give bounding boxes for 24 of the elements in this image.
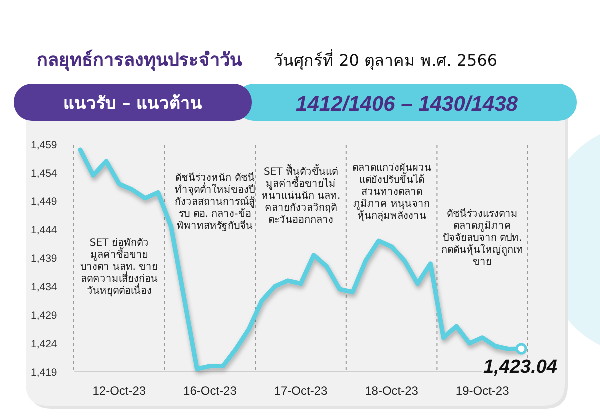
x-tick-label: 17-Oct-23 — [274, 384, 328, 398]
text: แนวรับ – แนวต้าน — [63, 94, 203, 114]
x-tick-label: 16-Oct-23 — [184, 384, 238, 398]
chart-title: กลยุทธ์การลงทุนประจำวัน — [37, 49, 243, 72]
y-tick-label: 1,429 — [31, 310, 58, 322]
annotation: SET ย่อพักตัว มูลค่าซื้อขายบางตา นลท. ขายลดความเสี่ยงก่อนวันหยุดต่อเนื่อง — [80, 238, 160, 298]
y-tick-label: 1,459 — [31, 139, 58, 152]
y-tick-label: 1,454 — [31, 168, 58, 180]
x-tick-label: 19-Oct-23 — [456, 384, 510, 398]
y-tick-label: 1,449 — [31, 196, 58, 208]
x-tick-label: 18-Oct-23 — [365, 384, 419, 398]
annotation: ดัชนีร่วงหนัก ดัชนีทำจุดต่ำใหม่ของปี กังวลสถานการณ์สู้รบ ตอ. กลาง-ข้อพิพาทสหรัฐกับจีน — [174, 173, 256, 233]
y-tick-label: 1,424 — [31, 338, 58, 351]
chart-subtitle: วันศุกร์ที่ 20 ตุลาคม พ.ศ. 2566 — [274, 49, 498, 71]
annotation: ดัชนีร่วงแรงตามตลาดภูมิภาค ปัจจัยลบจาก ตปท. กดดันหุ้นใหญ่ถูกเทขาย — [442, 209, 524, 269]
x-tick-label: 12-Oct-23 — [92, 384, 146, 398]
annotation: ตลาดแกว่งผันผวน แต่ยังปรับขึ้นได้สวนทางตลาดภูมิภาค หนุนจากหุ้นกลุ่มพลังงาน — [351, 163, 432, 223]
text: 1412/1406 – 1430/1438 — [296, 93, 518, 116]
annotation: SET ฟื้นตัวขึ้นแต่มูลค่าซื้อขายไม่หนาแน่นนัก นลท. คลายกังวลวิกฤติตะวันออกกลาง — [260, 167, 342, 227]
y-tick-label: 1,439 — [31, 253, 58, 266]
y-tick-label: 1,444 — [31, 224, 58, 237]
y-tick-label: 1,434 — [31, 282, 58, 294]
data-label: 1,423.04 — [484, 357, 558, 378]
y-tick-label: 1,419 — [31, 367, 58, 379]
